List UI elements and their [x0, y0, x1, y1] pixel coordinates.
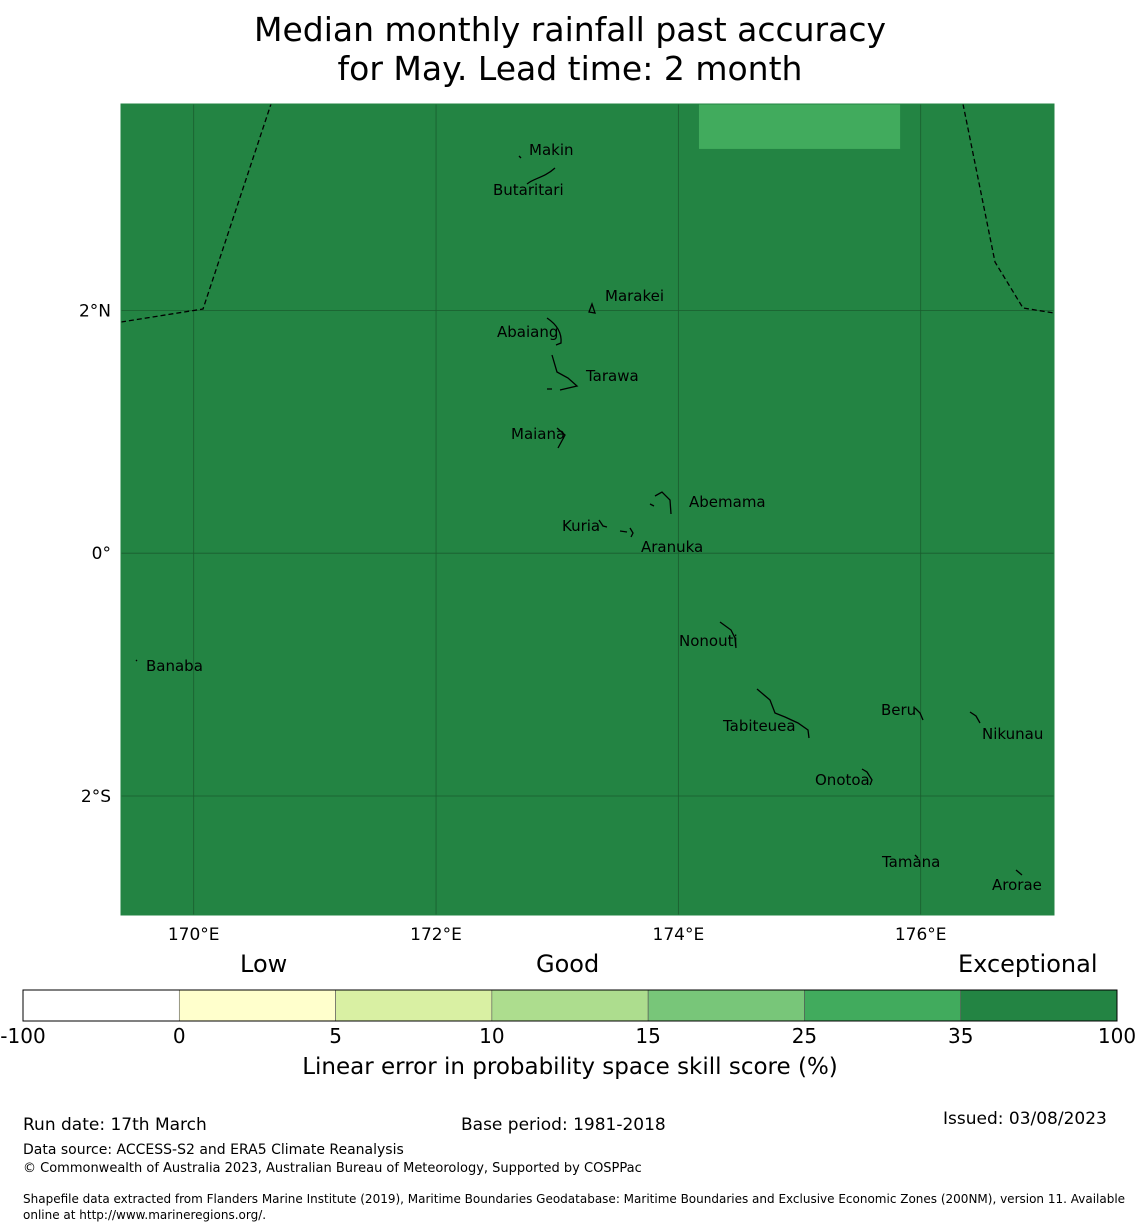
colorbar-tick-label: 25: [791, 1024, 818, 1048]
island-labels: Makin Butaritari Marakei Abaiang Tarawa Maian…: [146, 141, 1043, 894]
coast-aranuka: [619, 527, 634, 538]
eez-boundary-east: [962, 104, 1054, 314]
colorbar-bin: [647, 989, 805, 1022]
island-label-nikunau: Nikunau: [982, 725, 1043, 743]
island-coastlines: [135, 155, 1023, 876]
colorbar-tick-label: 10: [479, 1024, 505, 1048]
coast-butaritari: [526, 167, 556, 185]
colorbar-category-low: Low: [240, 950, 288, 978]
colorbar-tick-label: -100: [0, 1024, 46, 1048]
colorbar-bin: [22, 989, 180, 1022]
coast-nikunau: [969, 711, 981, 724]
coast-banaba: [135, 659, 138, 662]
x-tick-label: 172°E: [410, 925, 462, 945]
colorbar-tick-label: 15: [635, 1024, 661, 1048]
colorbar-tick-label: 5: [329, 1024, 342, 1048]
shapefile-credit: Shapefile data extracted from Flanders M…: [23, 1192, 1126, 1222]
island-label-abemama: Abemama: [689, 493, 766, 511]
x-tick-label: 170°E: [168, 925, 220, 945]
coast-tabiteuea: [756, 688, 810, 739]
coast-onotoa: [861, 768, 873, 786]
island-label-tarawa: Tarawa: [585, 367, 639, 385]
colorbar-label: Linear error in probability space skill …: [302, 1054, 838, 1080]
island-label-abaiang: Abaiang: [497, 323, 558, 341]
y-tick-label: 0°: [92, 544, 111, 564]
map-frame: [120, 103, 1055, 916]
y-tick-label: 2°S: [81, 787, 111, 807]
island-label-nonouti: Nonouti: [679, 632, 738, 650]
base-period: Base period: 1981-2018: [461, 1115, 666, 1135]
coast-tarawa: [547, 354, 579, 391]
colorbar-bin: [335, 989, 493, 1022]
colorbar-tick-label: 100: [1097, 1024, 1137, 1048]
run-date: Run date: 17th March: [23, 1115, 207, 1135]
chart-title: Median monthly rainfall past accuracy fo…: [0, 10, 1140, 88]
island-label-makin: Makin: [529, 141, 574, 159]
colorbar-bin: [960, 989, 1118, 1022]
colorbar-tick-label: 0: [172, 1024, 186, 1048]
coast-beru: [914, 707, 924, 721]
island-label-kuria: Kuria: [562, 517, 600, 535]
coast-tamana: [914, 854, 919, 859]
island-label-tabiteuea: Tabiteuea: [722, 717, 796, 735]
x-tick-label: 176°E: [895, 925, 947, 945]
colorbar-bin: [491, 989, 649, 1022]
map-area: Makin Butaritari Marakei Abaiang Tarawa Maian…: [121, 104, 1054, 915]
island-label-onotoa: Onotoa: [815, 771, 870, 789]
coast-maiana: [556, 427, 566, 449]
title-line-1: Median monthly rainfall past accuracy: [253, 10, 887, 49]
y-tick-label: 2°N: [79, 301, 111, 321]
skill-cell-high: [698, 104, 901, 149]
colorbar-bin: [178, 989, 336, 1022]
island-label-aranuka: Aranuka: [641, 538, 703, 556]
colorbar-category-good: Good: [536, 950, 600, 978]
colorbar-frame: [22, 989, 1118, 1022]
island-label-arorae: Arorae: [992, 876, 1042, 894]
coast-marakei: [588, 302, 596, 314]
gridlines: [121, 104, 1054, 915]
colorbar-tick-label: 35: [947, 1024, 974, 1048]
coast-abemama: [649, 491, 672, 515]
x-tick-label: 174°E: [653, 925, 705, 945]
axis-labels: 170°E 172°E 174°E 176°E 2°N 0° 2°S: [79, 301, 947, 945]
colorbar-bin: [804, 989, 962, 1022]
island-label-butaritari: Butaritari: [493, 181, 564, 199]
coast-abaiang: [546, 317, 562, 346]
data-source: Data source: ACCESS-S2 and ERA5 Climate …: [23, 1142, 404, 1158]
coast-nonouti: [719, 621, 737, 649]
island-label-banaba: Banaba: [146, 657, 203, 675]
island-label-beru: Beru: [881, 701, 916, 719]
island-label-maiana: Maiana: [511, 425, 565, 443]
skill-field: [121, 104, 1054, 915]
copyright: © Commonwealth of Australia 2023, Austra…: [23, 1161, 642, 1176]
coast-makin: [518, 155, 522, 159]
island-label-tamana: Tamana: [881, 853, 940, 871]
issued-date: Issued: 03/08/2023: [943, 1109, 1107, 1129]
island-label-marakei: Marakei: [605, 287, 664, 305]
colorbar-category-exceptional: Exceptional: [958, 950, 1098, 978]
title-line-2: for May. Lead time: 2 month: [337, 49, 803, 88]
coast-arorae: [1015, 869, 1023, 876]
eez-boundary-west: [121, 104, 272, 323]
coast-kuria: [598, 519, 608, 528]
colorbar: [22, 989, 1118, 1022]
